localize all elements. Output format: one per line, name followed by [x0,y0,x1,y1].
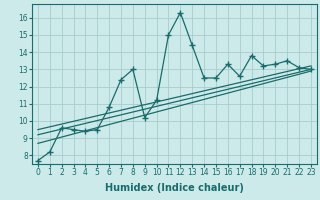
X-axis label: Humidex (Indice chaleur): Humidex (Indice chaleur) [105,183,244,193]
